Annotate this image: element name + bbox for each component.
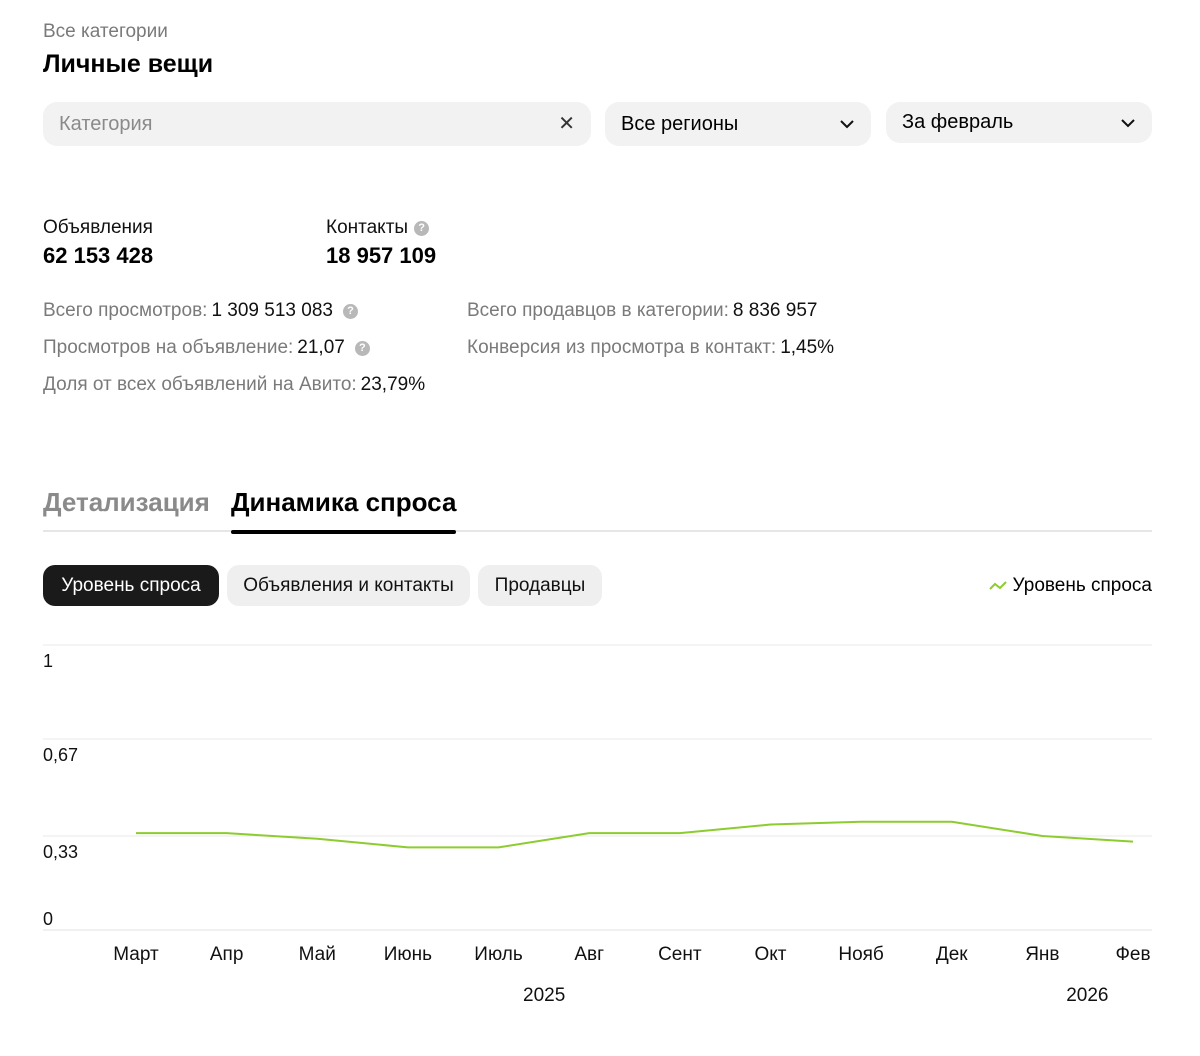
contacts-value: 18 957 109 xyxy=(326,243,437,268)
stat-views-per-ad-value: 21,07 xyxy=(297,337,345,358)
stat-views: Всего просмотров: 1 309 513 083 ? xyxy=(43,300,358,322)
stat-views-label: Всего просмотров: xyxy=(43,300,208,321)
stat-share-label: Доля от всех объявлений на Авито: xyxy=(43,374,357,395)
x-tick-label: Июль xyxy=(474,944,523,965)
stat-views-per-ad-label: Просмотров на объявление: xyxy=(43,337,294,358)
chevron-down-icon xyxy=(840,120,854,129)
ads-label: Объявления xyxy=(43,217,153,238)
y-tick-label: 0,67 xyxy=(43,745,78,765)
x-tick-label: Нояб xyxy=(838,944,884,965)
stat-sellers: Всего продавцов в категории: 8 836 957 xyxy=(467,300,817,322)
y-tick-label: 1 xyxy=(43,651,53,671)
y-tick-label: 0 xyxy=(43,909,53,929)
stat-views-value: 1 309 513 083 xyxy=(211,300,333,321)
x-tick-label: Янв xyxy=(1025,944,1059,965)
category-placeholder: Категория xyxy=(59,112,153,135)
subtab-sellers[interactable]: Продавцы xyxy=(478,565,602,606)
x-tick-label: Фев xyxy=(1115,944,1150,965)
x-tick-label: Март xyxy=(113,944,159,965)
ads-value: 62 153 428 xyxy=(43,243,154,268)
x-tick-label: Апр xyxy=(210,944,244,965)
stat-sellers-value: 8 836 957 xyxy=(732,300,818,321)
help-icon[interactable]: ? xyxy=(354,340,370,356)
category-input[interactable]: Категория ✕ xyxy=(43,102,591,146)
subtab-ads-contacts[interactable]: Объявления и контакты xyxy=(227,565,470,606)
demand-chart: 1 0,67 0,33 0 Март Апр Май Июнь Июль Авг Сент Окт Но… xyxy=(43,644,1152,1006)
help-icon[interactable]: ? xyxy=(414,220,430,236)
y-tick-label: 0,33 xyxy=(43,842,78,862)
year-label: 2026 xyxy=(1066,985,1108,1006)
period-select[interactable]: За февраль xyxy=(886,102,1152,143)
tab-details[interactable]: Детализация xyxy=(43,487,210,517)
region-value: Все регионы xyxy=(621,112,739,135)
series-line xyxy=(136,820,1134,849)
region-select[interactable]: Все регионы xyxy=(605,102,871,146)
x-tick-label: Сент xyxy=(658,944,702,965)
stat-conversion-label: Конверсия из просмотра в контакт: xyxy=(467,337,777,358)
breadcrumb[interactable]: Все категории xyxy=(43,21,168,42)
stat-conversion-value: 1,45% xyxy=(780,337,835,358)
clear-icon[interactable]: ✕ xyxy=(558,113,575,135)
stat-conversion: Конверсия из просмотра в контакт: 1,45% xyxy=(467,337,834,359)
stat-views-per-ad: Просмотров на объявление: 21,07 ? xyxy=(43,337,370,359)
chevron-down-icon xyxy=(1121,118,1135,127)
page-title: Личные вещи xyxy=(43,50,214,78)
subtab-demand[interactable]: Уровень спроса xyxy=(43,565,219,606)
help-icon[interactable]: ? xyxy=(342,303,358,319)
chart-legend[interactable]: Уровень спроса xyxy=(988,575,1152,597)
legend-label: Уровень спроса xyxy=(1012,575,1152,596)
tab-dynamics[interactable]: Динамика спроса xyxy=(231,484,457,534)
contacts-label: Контакты xyxy=(326,217,409,238)
year-label: 2025 xyxy=(523,985,565,1006)
trend-icon xyxy=(988,581,1007,590)
tabs: Детализация Динамика спроса xyxy=(43,484,1152,534)
x-tick-label: Авг xyxy=(574,944,604,965)
x-tick-label: Июнь xyxy=(384,944,432,965)
contacts-metric: Контакты? 18 957 109 xyxy=(326,217,436,269)
stat-share: Доля от всех объявлений на Авито: 23,79% xyxy=(43,374,425,396)
ads-metric: Объявления 62 153 428 xyxy=(43,217,153,269)
stat-sellers-label: Всего продавцов в категории: xyxy=(467,300,729,321)
x-tick-label: Окт xyxy=(754,944,786,965)
x-tick-label: Май xyxy=(299,944,336,965)
period-value: За февраль xyxy=(902,111,1014,133)
x-tick-label: Дек xyxy=(936,944,968,965)
stat-share-value: 23,79% xyxy=(360,374,426,395)
